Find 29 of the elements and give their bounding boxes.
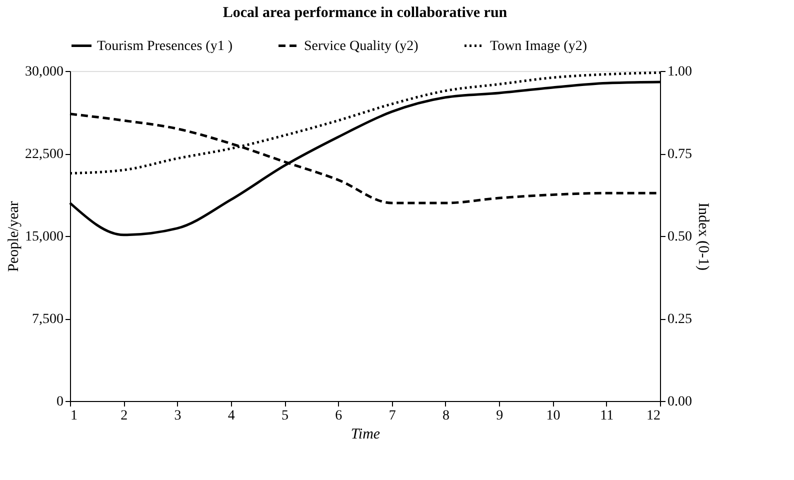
x-tick-label: 9 [496,408,504,424]
legend-label: Service Quality (y2) [304,38,419,54]
y2-tick-label: 1.00 [668,64,692,80]
y2-tick-label: 0.75 [668,147,692,162]
x-axis-title: Time [350,426,380,442]
y-axis-title: People/year [6,201,22,272]
y-tick-label: 0 [56,394,64,410]
x-tick-label: 8 [442,408,450,424]
x-tick-label: 7 [388,408,396,424]
y2-axis-title: Index (0-1) [695,202,711,270]
x-tick-label: 5 [282,408,289,424]
x-tick-label: 3 [174,408,182,424]
chart-title: Local area performance in collaborative run [222,5,508,21]
y2-tick-label: 0.50 [668,230,692,244]
y-tick-label: 30,000 [25,64,64,80]
x-tick-label: 12 [646,408,660,424]
y-tick-label: 22,500 [25,147,64,162]
x-tick-label: 1 [70,408,78,424]
x-tick-label: 4 [228,408,235,424]
legend-label: Town Image (y2) [490,38,588,54]
y-tick-label: 15,000 [25,230,64,244]
legend-label: Tourism Presences (y1 ) [97,38,233,54]
x-tick-label: 11 [600,408,614,424]
y2-tick-label: 0.00 [668,394,692,410]
y2-tick-label: 0.25 [668,312,692,327]
y-tick-label: 7,500 [32,312,64,327]
x-tick-label: 2 [120,408,128,424]
x-tick-label: 10 [546,408,560,424]
x-tick-label: 6 [335,408,342,424]
